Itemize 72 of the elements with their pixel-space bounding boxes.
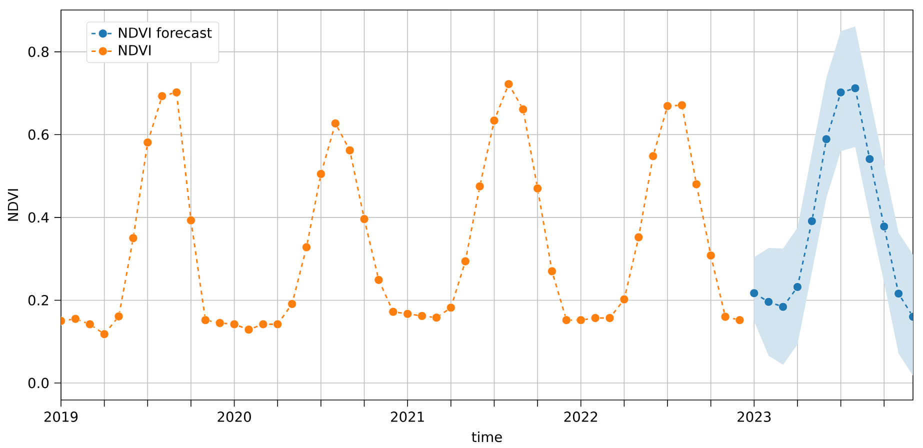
point xyxy=(418,311,426,320)
point xyxy=(778,302,788,312)
y-tick-label: 0.2 xyxy=(28,295,48,306)
x-tick-label: 2021 xyxy=(391,412,424,422)
legend-label: NDVI forecast xyxy=(118,27,212,38)
point xyxy=(316,169,326,178)
y-tick-label: 0.4 xyxy=(28,212,49,223)
point xyxy=(562,316,571,325)
point xyxy=(620,294,629,304)
x-tick-label: 2022 xyxy=(564,412,598,422)
point xyxy=(374,275,384,284)
point xyxy=(865,154,874,164)
point xyxy=(807,216,816,226)
point xyxy=(677,100,686,110)
x-tick-label: 2019 xyxy=(44,412,78,422)
point xyxy=(850,84,860,93)
point xyxy=(590,314,600,322)
point xyxy=(605,314,614,322)
point xyxy=(360,214,369,224)
point xyxy=(143,138,152,147)
point xyxy=(548,266,556,276)
y-tick-label: 0.6 xyxy=(28,129,49,140)
point xyxy=(215,318,224,328)
legend-label: NDVI xyxy=(118,45,150,56)
point xyxy=(273,320,282,329)
point xyxy=(475,182,484,191)
point xyxy=(764,297,774,306)
point xyxy=(692,180,701,189)
point xyxy=(128,234,138,243)
point xyxy=(750,288,759,298)
y-tick-label: 0.8 xyxy=(28,46,49,58)
point xyxy=(894,289,904,298)
point xyxy=(288,299,297,308)
point xyxy=(576,316,586,325)
point xyxy=(720,312,730,322)
point xyxy=(460,256,470,266)
point xyxy=(172,88,181,97)
x-tick-label: 2023 xyxy=(738,412,771,422)
point xyxy=(735,316,744,325)
point xyxy=(663,102,672,111)
point xyxy=(244,325,254,334)
x-tick-label: 2020 xyxy=(218,412,251,422)
point xyxy=(200,316,210,325)
point xyxy=(822,134,831,144)
point xyxy=(446,303,456,312)
point xyxy=(330,118,340,128)
point xyxy=(403,309,412,318)
point xyxy=(85,320,94,329)
point xyxy=(634,232,644,242)
point xyxy=(504,80,514,89)
point xyxy=(230,320,239,329)
point xyxy=(706,251,716,260)
point xyxy=(70,314,80,324)
point xyxy=(880,222,889,231)
point xyxy=(345,146,354,155)
point xyxy=(533,184,542,193)
point xyxy=(648,152,658,161)
point xyxy=(158,92,167,101)
point xyxy=(432,313,441,322)
point xyxy=(490,116,499,125)
point xyxy=(793,282,802,292)
point xyxy=(114,312,124,321)
point xyxy=(258,320,268,329)
point xyxy=(186,216,196,225)
point xyxy=(518,104,528,114)
point xyxy=(836,88,846,97)
y-axis-title: NDVI xyxy=(8,189,18,221)
point xyxy=(100,330,109,339)
y-tick-label: 0.0 xyxy=(28,378,49,388)
point xyxy=(388,307,398,316)
x-axis-title: time xyxy=(472,431,502,442)
point xyxy=(302,242,311,252)
